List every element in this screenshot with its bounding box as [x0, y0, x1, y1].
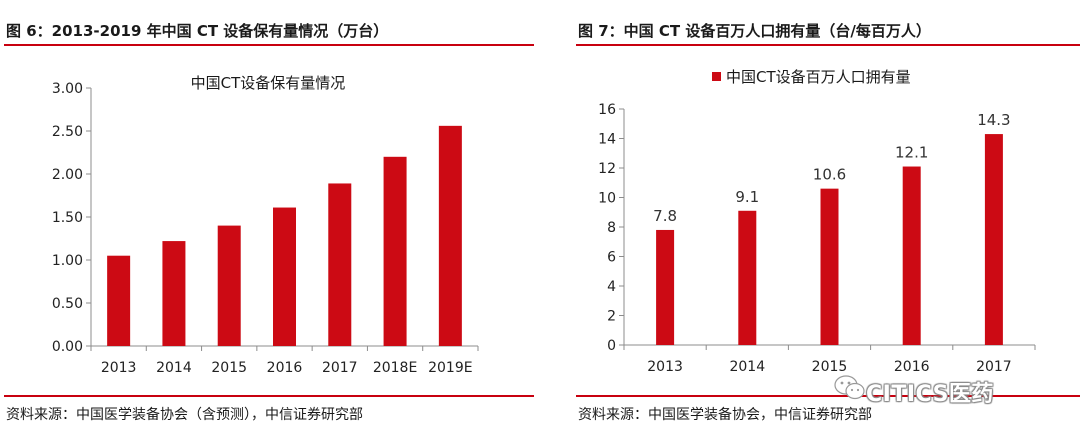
- x-tick-label: 2015: [812, 359, 848, 375]
- bar: [107, 255, 131, 346]
- x-tick-label: 2017: [322, 360, 358, 376]
- data-label: 14.3: [977, 111, 1010, 129]
- bar: [738, 210, 757, 345]
- y-tick-label: 0: [607, 338, 616, 354]
- data-label: 10.6: [813, 166, 846, 184]
- legend-label: 中国CT设备百万人口拥有量: [726, 68, 911, 86]
- bar: [656, 229, 675, 345]
- figure-7-top-rule: [576, 44, 1080, 46]
- y-tick-label: 2: [607, 309, 616, 325]
- x-tick-label: 2018E: [373, 360, 417, 376]
- bar: [984, 134, 1003, 345]
- bar: [383, 156, 407, 346]
- bar: [328, 183, 352, 346]
- chart-title: 中国CT设备保有量情况: [191, 74, 346, 92]
- x-tick-label: 2013: [101, 360, 137, 376]
- bar: [902, 166, 921, 345]
- wechat-icon: [834, 375, 865, 400]
- figure-7-panel: 图 7：中国 CT 设备百万人口拥有量（台/每百万人） 中国CT设备百万人口拥有…: [572, 0, 1080, 437]
- y-tick-label: 2.50: [52, 124, 83, 140]
- y-tick-label: 2.00: [52, 167, 83, 183]
- x-tick-label: 2013: [647, 359, 683, 375]
- bar: [273, 207, 296, 346]
- x-tick-label: 2016: [894, 359, 930, 375]
- y-tick-label: 0.50: [52, 296, 83, 312]
- y-tick-label: 14: [598, 132, 616, 148]
- x-tick-label: 2015: [211, 360, 247, 376]
- bar: [162, 241, 186, 346]
- figure-6-bottom-rule: [4, 395, 534, 397]
- y-tick-label: 3.00: [52, 81, 83, 97]
- y-tick-label: 4: [607, 279, 616, 295]
- figure-7-source: 资料来源：中国医学装备协会，中信证券研究部: [578, 407, 872, 423]
- data-label: 7.8: [653, 207, 677, 225]
- x-tick-label: 2014: [729, 359, 765, 375]
- ct-stock-bar-chart: 中国CT设备保有量情况 0.00 0.50 1.00 1.50 2.00 2.50 3.00 2…: [52, 74, 479, 376]
- bar: [217, 225, 241, 346]
- y-tick-label: 16: [598, 102, 616, 118]
- y-tick-label: 12: [598, 161, 616, 177]
- x-tick-label: 2019E: [428, 360, 472, 376]
- figure-6-top-rule: [4, 44, 534, 46]
- y-tick-label: 10: [598, 191, 616, 207]
- figure-7-title: 图 7：中国 CT 设备百万人口拥有量（台/每百万人）: [578, 22, 931, 40]
- y-tick-label: 8: [607, 220, 616, 236]
- figure-6-source: 资料来源：中国医学装备协会（含预测），中信证券研究部: [6, 407, 363, 423]
- x-tick-label: 2017: [976, 359, 1012, 375]
- ct-per-million-bar-chart: 中国CT设备百万人口拥有量 0 2 4 6 8 10 12 14 16 2013 7.8 2014 9.1…: [598, 68, 1036, 375]
- figure-6-panel: 图 6：2013-2019 年中国 CT 设备保有量情况（万台） 中国CT设备保…: [0, 0, 534, 437]
- y-tick-label: 1.00: [52, 253, 83, 269]
- data-label: 9.1: [735, 188, 759, 206]
- x-tick-label: 2016: [267, 360, 303, 376]
- bar: [820, 188, 839, 345]
- legend-swatch: [712, 72, 721, 81]
- bar: [438, 125, 462, 346]
- figure-6-title: 图 6：2013-2019 年中国 CT 设备保有量情况（万台）: [6, 22, 389, 40]
- figure-7-bottom-rule: [576, 395, 1080, 397]
- watermark-text: CITICS医药: [866, 382, 994, 407]
- x-tick-label: 2014: [156, 360, 192, 376]
- y-tick-label: 6: [607, 250, 616, 266]
- y-tick-label: 1.50: [52, 210, 83, 226]
- y-tick-label: 0.00: [52, 339, 83, 355]
- data-label: 12.1: [895, 144, 928, 162]
